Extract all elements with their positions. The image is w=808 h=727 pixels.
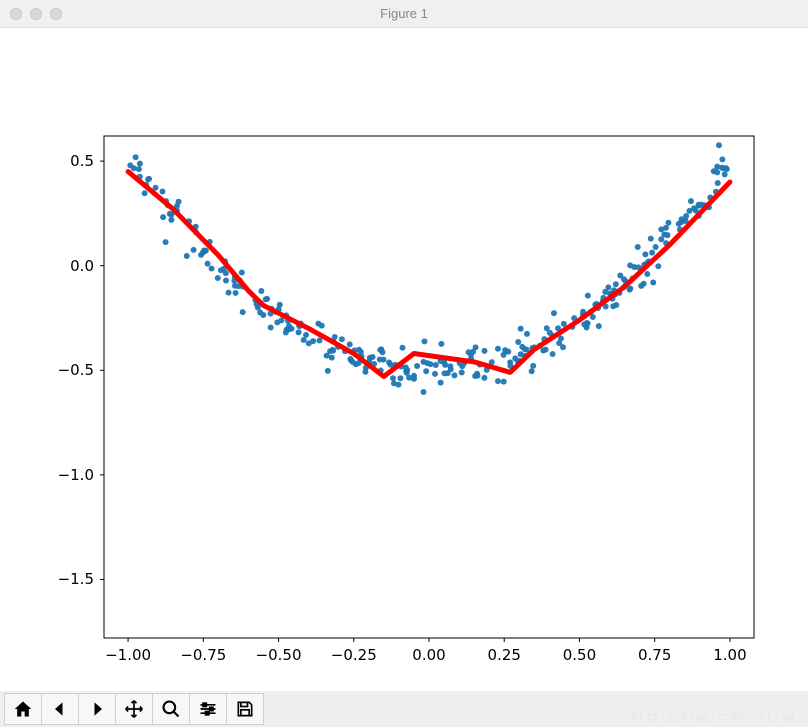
configure-subplots-button[interactable] <box>189 693 227 725</box>
watermark-text: http://blog.csdn.net/qq_ <box>631 710 802 723</box>
pan-icon <box>124 699 144 719</box>
ytick-label: 0.5 <box>70 152 94 170</box>
home-icon <box>13 699 33 719</box>
xtick-label: 0.50 <box>563 646 596 664</box>
xtick-label: −0.25 <box>331 646 377 664</box>
ytick-label: −1.0 <box>58 466 94 484</box>
traffic-lights <box>0 8 62 20</box>
xtick-label: 0.25 <box>488 646 521 664</box>
home-button[interactable] <box>4 693 42 725</box>
save-button[interactable] <box>226 693 264 725</box>
save-icon <box>235 699 255 719</box>
maximize-icon[interactable] <box>50 8 62 20</box>
zoom-button[interactable] <box>152 693 190 725</box>
ytick-label: −0.5 <box>58 361 94 379</box>
xtick-label: 0.75 <box>638 646 671 664</box>
window-title: Figure 1 <box>0 6 808 21</box>
ytick-label: −1.5 <box>58 570 94 588</box>
zoom-icon <box>161 699 181 719</box>
xtick-label: −0.50 <box>256 646 302 664</box>
forward-button[interactable] <box>78 693 116 725</box>
xtick-label: 0.00 <box>412 646 445 664</box>
forward-icon <box>87 699 107 719</box>
back-button[interactable] <box>41 693 79 725</box>
figure-canvas[interactable]: −1.00 −0.75 −0.50 −0.25 0.00 0.25 0.50 0.75 1.00… <box>0 28 808 691</box>
pan-button[interactable] <box>115 693 153 725</box>
minimize-icon[interactable] <box>30 8 42 20</box>
back-icon <box>50 699 70 719</box>
subplots-icon <box>198 699 218 719</box>
ytick-label: 0.0 <box>70 257 94 275</box>
matplotlib-toolbar: http://blog.csdn.net/qq_ <box>0 691 808 727</box>
xtick-label: −1.00 <box>105 646 151 664</box>
window-titlebar: Figure 1 <box>0 0 808 28</box>
plot-svg <box>0 28 808 691</box>
close-icon[interactable] <box>10 8 22 20</box>
xtick-label: −0.75 <box>180 646 226 664</box>
xtick-label: 1.00 <box>713 646 746 664</box>
